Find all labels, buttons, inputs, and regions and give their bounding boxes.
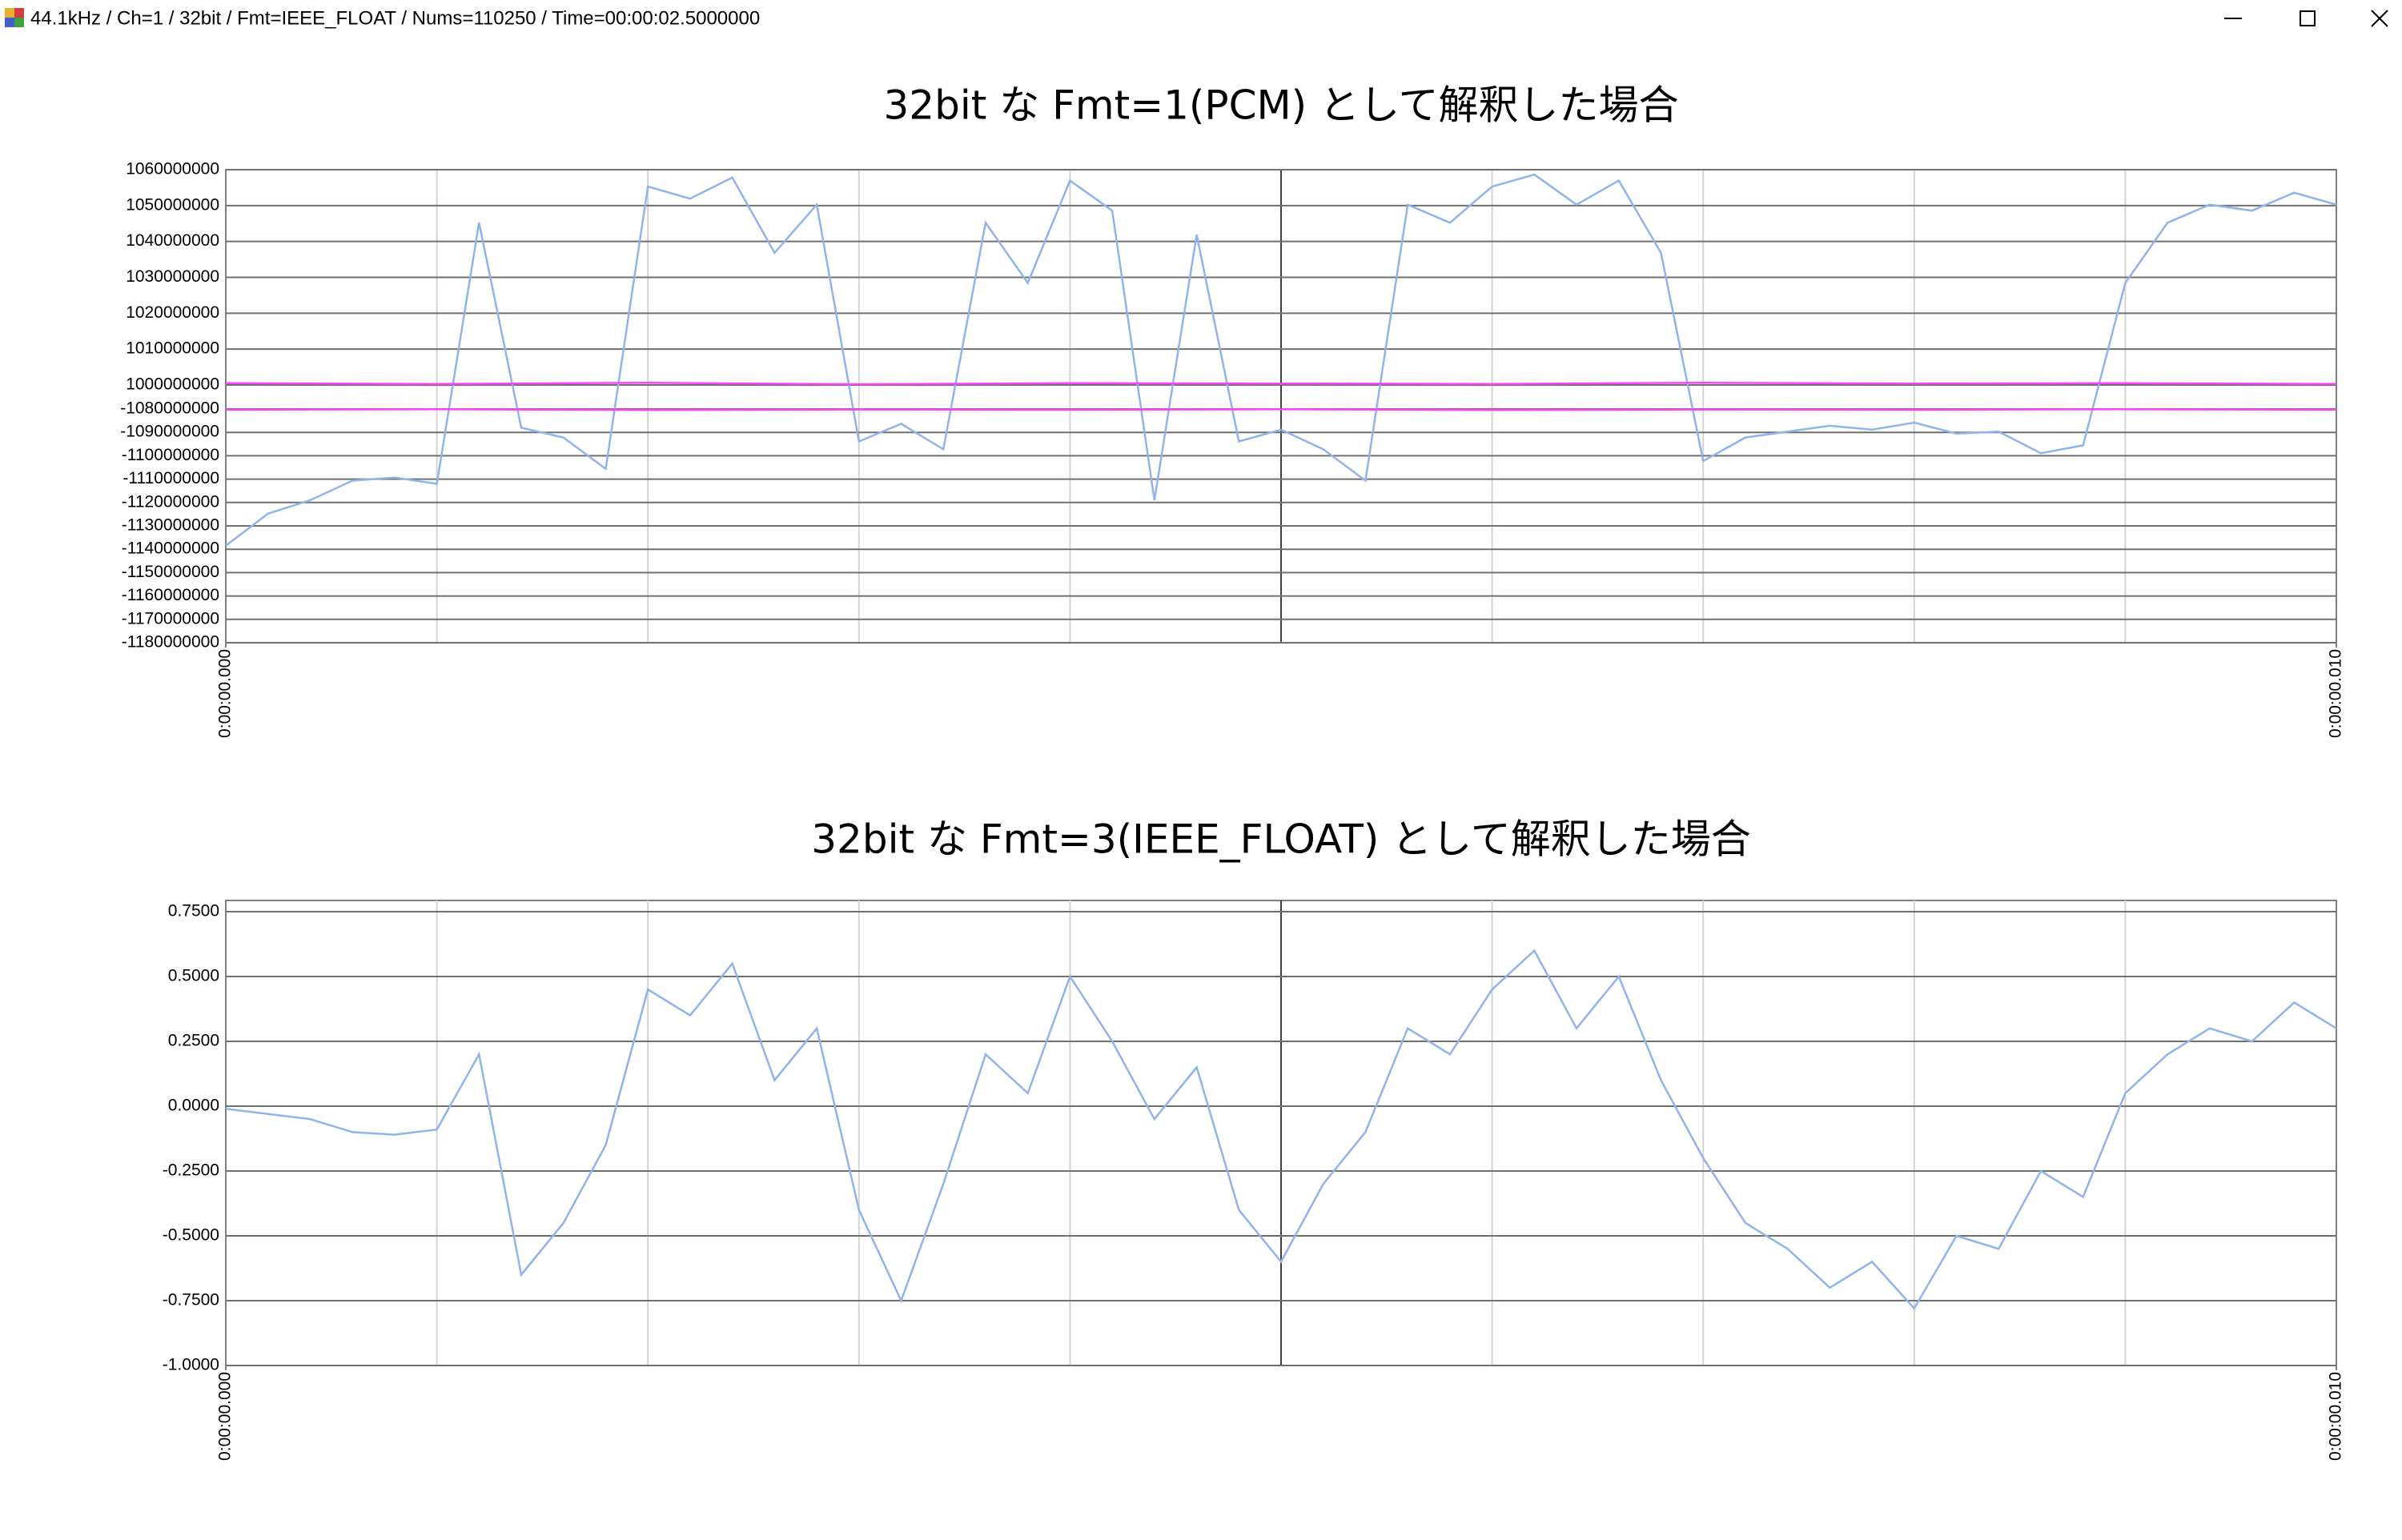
restore-button[interactable] <box>2300 10 2316 26</box>
y-tick-label: 1050000000 <box>126 195 219 214</box>
y-tick-label: -0.7500 <box>163 1291 219 1309</box>
y-tick-label: -1150000000 <box>122 563 219 581</box>
series-line <box>225 408 2337 411</box>
y-tick-label: -1180000000 <box>122 633 219 652</box>
chart-title: 32bit な Fmt=1(PCM) として解釈した場合 <box>883 82 1678 129</box>
x-tick-label: 0:00:00.010 <box>2327 1372 2345 1461</box>
y-tick-label: -1.0000 <box>163 1356 219 1374</box>
y-tick-label: -0.2500 <box>163 1161 219 1180</box>
y-tick-label: -0.5000 <box>163 1226 219 1245</box>
y-tick-label: 0.0000 <box>168 1097 219 1115</box>
app-icon <box>5 8 24 27</box>
chart: 32bit な Fmt=1(PCM) として解釈した場合 1060000000 10… <box>120 82 2344 738</box>
y-tick-label: -1170000000 <box>122 609 219 628</box>
y-tick-label: -1160000000 <box>122 586 219 604</box>
x-tick-label: 0:00:00.000 <box>216 1372 235 1461</box>
y-tick-label: 1020000000 <box>126 303 219 322</box>
y-tick-label: 1010000000 <box>126 339 219 358</box>
y-tick-label: -1080000000 <box>120 399 219 418</box>
y-tick-label: 1060000000 <box>126 160 219 178</box>
y-tick-label: -1090000000 <box>120 423 219 441</box>
y-tick-label: -1130000000 <box>122 516 219 535</box>
series-line <box>225 948 2337 1310</box>
title-bar <box>0 0 2402 37</box>
y-tick-label: 1000000000 <box>126 375 219 394</box>
series-line <box>225 382 2337 386</box>
close-button[interactable] <box>2371 10 2388 27</box>
y-tick-label: 1030000000 <box>126 267 219 286</box>
x-tick-label: 0:00:00.000 <box>216 649 235 738</box>
y-tick-label: -1140000000 <box>122 539 219 558</box>
chart-title: 32bit な Fmt=3(IEEE_FLOAT) として解釈した場合 <box>811 816 1751 863</box>
y-tick-label: -1110000000 <box>123 469 219 487</box>
y-tick-label: 1040000000 <box>126 231 219 250</box>
y-tick-label: 0.2500 <box>168 1032 219 1050</box>
y-tick-label: 0.5000 <box>168 967 219 985</box>
window-title: 44.1kHz / Ch=1 / 32bit / Fmt=IEEE_FLOAT … <box>30 7 760 29</box>
y-tick-label: -1120000000 <box>122 492 219 511</box>
chart: 32bit な Fmt=3(IEEE_FLOAT) として解釈した場合 0.750… <box>163 816 2345 1461</box>
series-line <box>225 173 2337 547</box>
y-tick-label: 0.7500 <box>168 902 219 920</box>
x-tick-label: 0:00:00.010 <box>2327 649 2345 738</box>
y-tick-label: -1100000000 <box>122 446 219 464</box>
